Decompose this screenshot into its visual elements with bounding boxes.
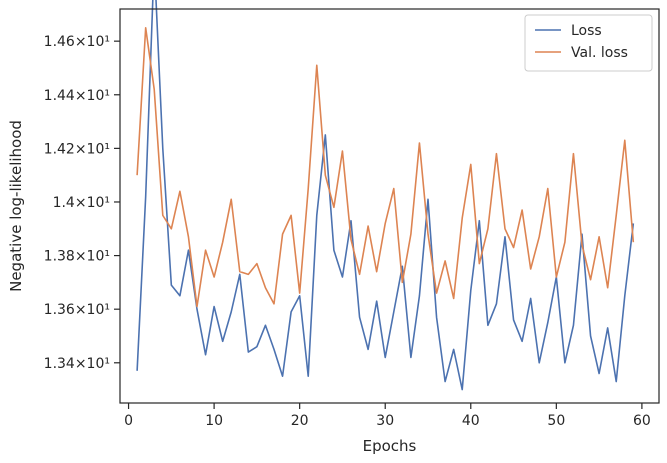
y-tick-label: 1.44×10¹: [44, 88, 110, 104]
x-tick-label: 20: [291, 413, 309, 429]
plot-frame: [119, 8, 660, 404]
series-line-1: [136, 26, 635, 308]
y-tick-label: 1.4×10¹: [53, 195, 110, 211]
legend-box: [524, 14, 653, 72]
x-tick-label: 50: [547, 413, 565, 429]
x-tick-label: 40: [462, 413, 480, 429]
plot-layer: [136, 0, 635, 391]
y-axis-label: Negative log-likelihood: [7, 120, 25, 292]
legend: Loss Val. loss: [524, 14, 653, 72]
y-tick-label: 1.34×10¹: [44, 356, 110, 372]
legend-label: Loss: [571, 23, 602, 39]
legend-label: Val. loss: [571, 45, 628, 61]
x-tick-label: 60: [633, 413, 651, 429]
x-axis-label: Epochs: [363, 437, 417, 455]
series-line-0: [136, 0, 635, 391]
ticks-layer: 0 10 20 30 40 50 60 1.34×10¹ 1.36×10¹ 1.38×10¹ 1.4…: [44, 34, 651, 429]
x-tick-label: 30: [376, 413, 394, 429]
y-tick-label: 1.46×10¹: [44, 34, 110, 50]
x-tick-label: 0: [124, 413, 133, 429]
x-tick-label: 10: [205, 413, 223, 429]
y-tick-label: 1.36×10¹: [44, 302, 110, 318]
y-tick-label: 1.38×10¹: [44, 249, 110, 265]
y-tick-label: 1.42×10¹: [44, 141, 110, 157]
